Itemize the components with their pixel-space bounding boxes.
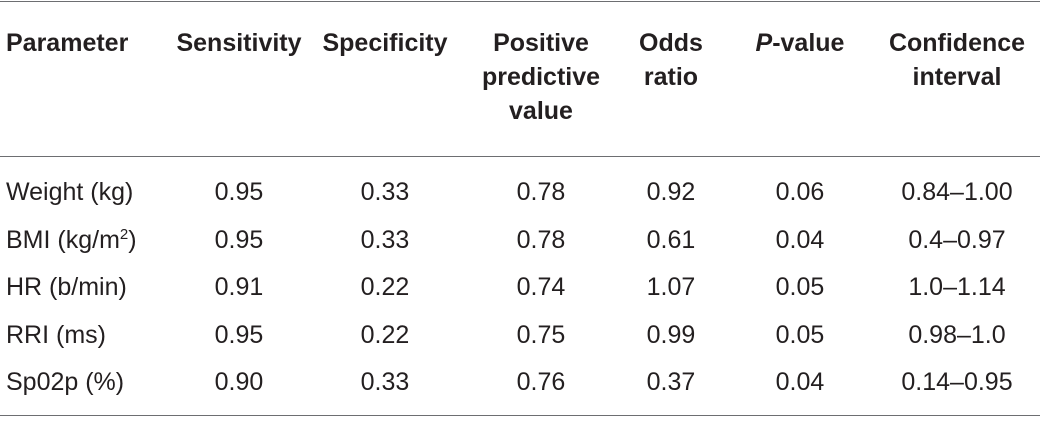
header-ppv-line2: predictive (481, 63, 601, 91)
row-sp02p-parameter: Sp02p (%) (6, 368, 125, 396)
row-bmi-parameter-main: BMI (kg/m (6, 226, 120, 254)
header-ppv-line1: Positive (493, 29, 589, 57)
table-bottom-rule (0, 415, 1040, 416)
row-bmi-ci: 0.4–0.97 (908, 226, 1006, 254)
row-weight-sensitivity: 0.95 (214, 178, 264, 206)
row-bmi-specificity: 0.33 (360, 226, 410, 254)
row-weight-parameter: Weight (kg) (6, 178, 134, 206)
header-odds-line1: Odds (639, 29, 703, 57)
row-rri-sensitivity: 0.95 (214, 321, 264, 349)
header-ci-line2: interval (912, 63, 1002, 91)
header-parameter: Parameter (6, 29, 129, 57)
row-rri-p-value: 0.05 (775, 321, 825, 349)
row-weight-p-value: 0.06 (775, 178, 825, 206)
row-hr-odds-ratio: 1.07 (646, 273, 696, 301)
row-sp02p-p-value: 0.04 (775, 368, 825, 396)
row-rri-odds-ratio: 0.99 (646, 321, 696, 349)
row-weight-ci: 0.84–1.00 (901, 178, 1013, 206)
header-ppv-line3: value (509, 97, 573, 125)
row-bmi-parameter-close: ) (128, 226, 137, 254)
header-specificity: Specificity (322, 29, 448, 57)
row-weight-odds-ratio: 0.92 (646, 178, 696, 206)
header-p-rest: -value (772, 29, 845, 57)
row-bmi-parameter: BMI (kg/m2) (6, 223, 176, 257)
row-rri-parameter: RRI (ms) (6, 321, 106, 349)
row-rri-ppv: 0.75 (516, 321, 566, 349)
row-sp02p-ppv: 0.76 (516, 368, 566, 396)
row-bmi-odds-ratio: 0.61 (646, 226, 696, 254)
row-hr-ppv: 0.74 (516, 273, 566, 301)
row-sp02p-ci: 0.14–0.95 (901, 368, 1013, 396)
row-bmi-p-value: 0.04 (775, 226, 825, 254)
row-weight-ppv: 0.78 (516, 178, 566, 206)
row-rri-ci: 0.98–1.0 (908, 321, 1006, 349)
row-hr-specificity: 0.22 (360, 273, 410, 301)
row-sp02p-sensitivity: 0.90 (214, 368, 264, 396)
table-header-rule (0, 156, 1040, 157)
row-hr-p-value: 0.05 (775, 273, 825, 301)
row-weight-specificity: 0.33 (360, 178, 410, 206)
row-hr-parameter: HR (b/min) (6, 273, 127, 301)
table-top-rule (0, 1, 1040, 2)
header-odds-line2: ratio (643, 63, 699, 91)
header-p-italic: P (755, 29, 773, 57)
row-hr-sensitivity: 0.91 (214, 273, 264, 301)
header-p-value: P-value (740, 26, 860, 60)
header-sensitivity: Sensitivity (176, 29, 302, 57)
row-bmi-ppv: 0.78 (516, 226, 566, 254)
row-sp02p-specificity: 0.33 (360, 368, 410, 396)
row-sp02p-odds-ratio: 0.37 (646, 368, 696, 396)
row-hr-ci: 1.0–1.14 (908, 273, 1006, 301)
header-ci-line1: Confidence (888, 29, 1026, 57)
row-bmi-sensitivity: 0.95 (214, 226, 264, 254)
row-rri-specificity: 0.22 (360, 321, 410, 349)
row-bmi-parameter-superscript: 2 (119, 226, 129, 243)
